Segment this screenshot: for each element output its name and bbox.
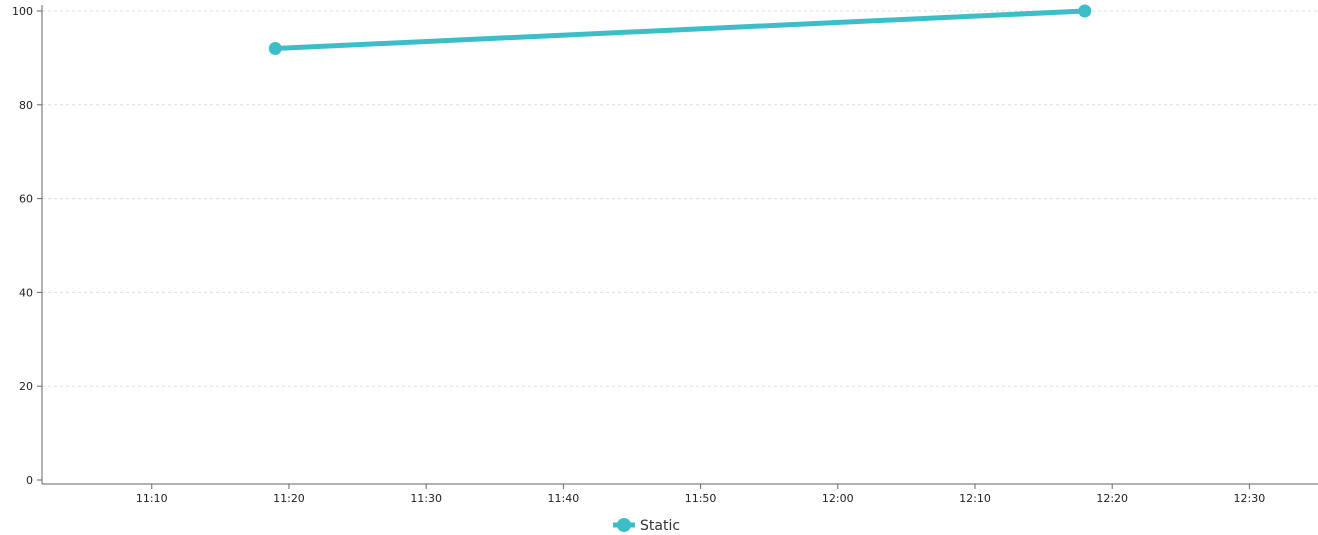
y-axis-ticks: 0 20 40 60 80 100 [12,5,42,487]
y-tick-label: 0 [26,474,33,487]
x-tick-label: 12:10 [959,492,991,505]
x-tick-label: 11:10 [136,492,168,505]
y-tick-label: 80 [19,99,33,112]
series-line [272,8,1088,51]
legend: Static [613,518,680,534]
x-tick-label: 12:20 [1096,492,1128,505]
x-tick-label: 11:30 [410,492,442,505]
y-tick-label: 100 [12,5,33,18]
x-tick-label: 12:30 [1234,492,1266,505]
data-point [1078,4,1092,18]
series-layer [268,4,1092,56]
x-tick-label: 11:20 [273,492,305,505]
x-tick-label: 12:00 [822,492,854,505]
x-tick-label: 11:40 [548,492,580,505]
y-tick-label: 60 [19,193,33,206]
x-tick-label: 11:50 [685,492,717,505]
y-tick-label: 20 [19,380,33,393]
grid-lines [42,10,1318,387]
data-point [268,42,282,56]
x-axis-ticks: 11:10 11:20 11:30 11:40 11:50 12:00 12:10 12:20… [136,484,1265,505]
legend-marker [617,518,631,532]
axes [41,5,1318,485]
y-tick-label: 40 [19,286,33,299]
legend-label: Static [640,518,680,534]
